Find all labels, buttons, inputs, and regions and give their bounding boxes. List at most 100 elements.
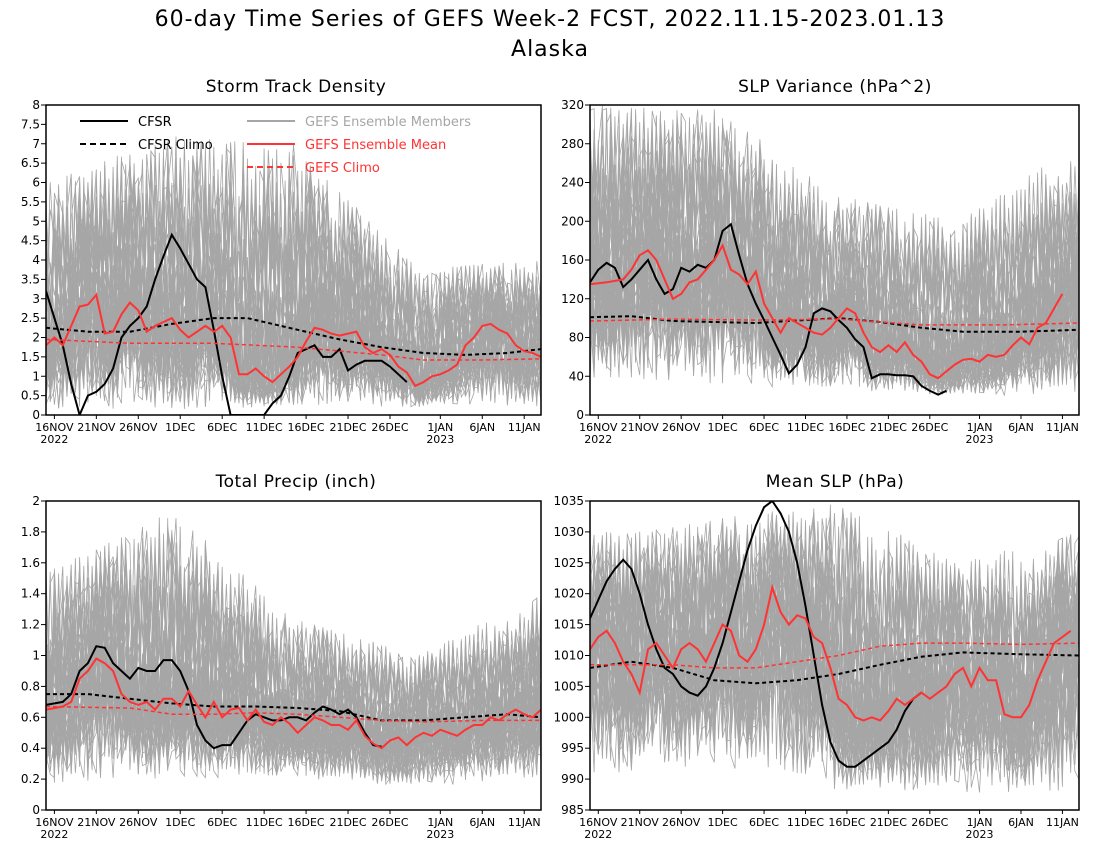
y-tick-label: 1	[32, 369, 40, 383]
x-tick-label: 1JAN	[427, 421, 453, 434]
x-year-label: 2023	[966, 828, 994, 841]
ensemble-member-line	[590, 521, 1079, 774]
x-year-label: 2022	[40, 433, 68, 446]
x-tick-label: 11JAN	[508, 816, 541, 829]
x-tick-label: 16NOV	[35, 816, 74, 829]
ensemble-member-line	[46, 553, 541, 783]
gefs-climo-line	[46, 705, 541, 723]
ensemble-member-line	[46, 542, 541, 783]
cfsr-line	[46, 232, 408, 415]
cfsr-climo-line	[590, 651, 1079, 685]
ensemble-member-line	[590, 517, 1079, 773]
x-tick-label: 11DEC	[787, 421, 824, 434]
legend-label-cfsr: CFSR	[138, 115, 172, 130]
x-tick-label: 6JAN	[469, 816, 495, 829]
x-tick-label: 6JAN	[1008, 421, 1034, 434]
y-tick-label: 80	[569, 331, 584, 345]
y-tick-label: 5	[32, 214, 40, 228]
gefs-ensemble-mean-line	[590, 243, 1064, 380]
ensemble-member-line	[46, 159, 541, 406]
panel-storm-track-density: Storm Track Density 0 0.5 1 1.5 2 2.5 3 3.5 4 4.5…	[21, 77, 542, 446]
y-tick-label: 0.8	[21, 679, 40, 693]
y-tick-label: 1035	[553, 494, 584, 508]
x-tick-label: 6DEC	[207, 816, 237, 829]
gefs-ensemble-mean-line	[590, 583, 1072, 722]
y-tick-label: 3.5	[21, 272, 40, 286]
legend-label-mean: GEFS Ensemble Mean	[305, 138, 446, 153]
y-tick-label: 1.2	[21, 618, 40, 632]
y-tick-label: 160	[561, 253, 584, 267]
x-tick-label: 21NOV	[621, 816, 660, 829]
x-tick-label: 6JAN	[1008, 816, 1034, 829]
y-tick-label: 1000	[553, 710, 584, 724]
x-tick-label: 16DEC	[828, 816, 865, 829]
ensemble-member-line	[590, 531, 1079, 774]
cfsr-climo-line	[46, 693, 541, 722]
y-tick-label: 985	[561, 803, 584, 817]
y-tick-label: 40	[569, 369, 584, 383]
plot-area	[590, 501, 1079, 793]
gefs-ensemble-mean-line	[46, 657, 541, 750]
y-tick-label: 120	[561, 292, 584, 306]
x-tick-label: 1DEC	[708, 816, 738, 829]
y-tick-label: 0.6	[21, 710, 40, 724]
x-tick-label: 1JAN	[967, 421, 993, 434]
x-tick-label: 6JAN	[469, 421, 495, 434]
y-tick-label: 1005	[553, 679, 584, 693]
y-tick-label: 1	[32, 649, 40, 663]
x-tick-label: 11JAN	[508, 421, 541, 434]
y-tick-label: 2	[32, 331, 40, 345]
x-tick-label: 26DEC	[371, 816, 408, 829]
panel-title: Mean SLP (hPa)	[766, 472, 905, 492]
x-year-label: 2022	[584, 828, 612, 841]
x-tick-label: 11DEC	[246, 816, 283, 829]
y-tick-label: 7	[32, 137, 40, 151]
ensemble-member-line	[46, 146, 541, 403]
y-tick-label: 7.5	[21, 117, 40, 131]
y-tick-label: 1020	[553, 587, 584, 601]
x-tick-label: 16DEC	[288, 421, 325, 434]
ensemble-members	[590, 504, 1079, 793]
gefs-climo-line	[590, 318, 1079, 326]
x-tick-label: 16DEC	[288, 816, 325, 829]
y-tick-label: 280	[561, 137, 584, 151]
panel-slp-variance: SLP Variance (hPa^2) 0 40 80 120 160 200 240 28…	[561, 77, 1080, 446]
x-tick-label: 21DEC	[870, 816, 907, 829]
y-tick-label: 1.8	[21, 525, 40, 539]
x-tick-label: 16NOV	[579, 421, 618, 434]
y-tick-label: 1.6	[21, 556, 40, 570]
y-tick-label: 1015	[553, 618, 584, 632]
x-tick-label: 11DEC	[246, 421, 283, 434]
ensemble-member-line	[590, 134, 1079, 394]
x-tick-label: 21DEC	[329, 816, 366, 829]
y-tick-label: 995	[561, 741, 584, 755]
x-tick-label: 26DEC	[911, 421, 948, 434]
y-tick-label: 1025	[553, 556, 584, 570]
x-tick-label: 26NOV	[662, 816, 701, 829]
x-tick-label: 16NOV	[35, 421, 74, 434]
cfsr-line	[590, 501, 923, 768]
y-tick-label: 6.5	[21, 156, 40, 170]
x-tick-label: 11DEC	[787, 816, 824, 829]
plot-area	[46, 517, 541, 786]
ensemble-member-line	[590, 120, 1079, 390]
y-tick-label: 1.5	[21, 350, 40, 364]
figure-title: 60-day Time Series of GEFS Week-2 FCST, …	[155, 7, 946, 32]
x-tick-label: 1JAN	[967, 816, 993, 829]
x-tick-label: 21DEC	[329, 421, 366, 434]
x-year-label: 2022	[40, 828, 68, 841]
x-tick-label: 26DEC	[911, 816, 948, 829]
y-tick-label: 4.5	[21, 234, 40, 248]
y-tick-label: 0	[32, 803, 40, 817]
y-tick-label: 1.4	[21, 587, 40, 601]
ensemble-members	[46, 136, 541, 409]
x-tick-label: 21NOV	[621, 421, 660, 434]
ensemble-member-line	[590, 529, 1079, 782]
ensemble-member-line	[590, 514, 1079, 784]
y-tick-label: 1010	[553, 649, 584, 663]
x-year-label: 2023	[426, 433, 454, 446]
x-tick-label: 1DEC	[165, 421, 195, 434]
y-tick-label: 990	[561, 772, 584, 786]
x-tick-label: 6DEC	[207, 421, 237, 434]
